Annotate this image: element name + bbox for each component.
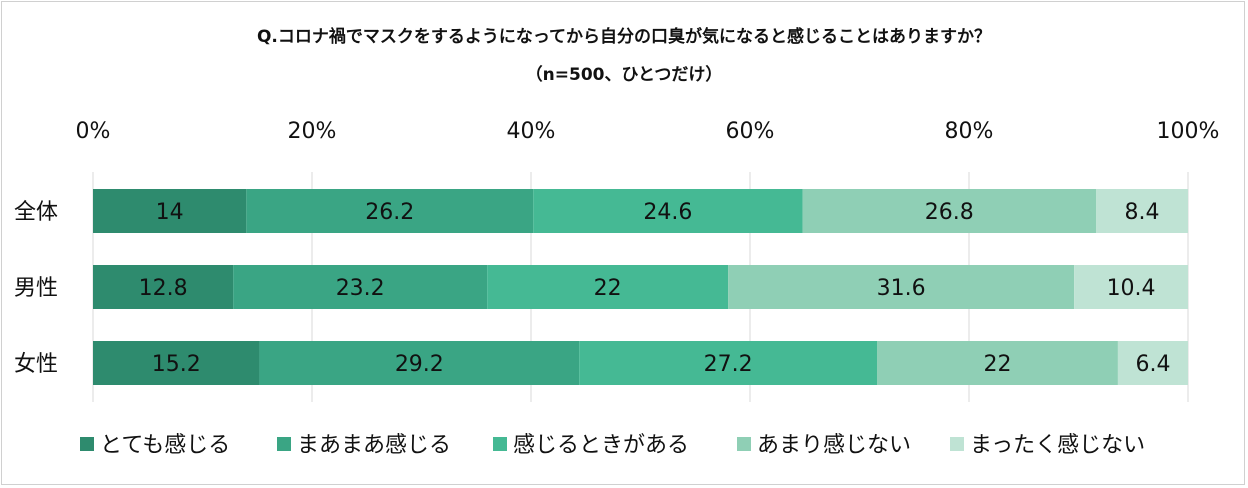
data-label: 15.2 (152, 352, 201, 377)
bar-segment (533, 189, 803, 233)
bars: 14 26.2 24.6 26.8 8.4 12.8 23.2 22 31.6 10.4 15.2 2… (93, 189, 1188, 385)
x-tick-label: 40% (507, 119, 556, 144)
data-label: 6.4 (1135, 352, 1170, 377)
legend-swatch (80, 437, 94, 451)
category-label: 女性 (14, 352, 58, 377)
legend-label: 感じるときがある (513, 433, 689, 458)
legend-swatch (950, 437, 964, 451)
legend-swatch (277, 437, 291, 451)
chart-subtitle: （n=500、ひとつだけ） (526, 64, 723, 85)
category-label: 全体 (14, 200, 58, 225)
x-tick-label: 0% (76, 119, 111, 144)
data-label: 26.8 (925, 200, 974, 225)
legend-label: あまり感じない (757, 433, 911, 458)
data-label: 10.4 (1107, 276, 1156, 301)
x-tick-label: 20% (288, 119, 337, 144)
bar-segment (233, 265, 488, 309)
data-label: 8.4 (1125, 200, 1160, 225)
data-label: 22 (594, 276, 622, 301)
x-axis-ticks: 0% 20% 40% 60% 80% 100% (76, 119, 1220, 144)
bar-segment (728, 265, 1075, 309)
data-label: 23.2 (336, 276, 385, 301)
data-label: 27.2 (704, 352, 753, 377)
bar-segment (877, 341, 1118, 385)
legend-label: まったく感じない (970, 433, 1145, 458)
data-label: 31.6 (877, 276, 926, 301)
legend-swatch (493, 437, 507, 451)
bar-segment (802, 189, 1097, 233)
bar-segment (487, 265, 729, 309)
data-label: 26.2 (365, 200, 414, 225)
data-label: 14 (156, 200, 184, 225)
data-label: 12.8 (139, 276, 188, 301)
legend: とても感じる まあまあ感じる 感じるときがある あまり感じない まったく感じない (80, 433, 1145, 458)
bar-segment (93, 189, 247, 233)
bar-segment (93, 341, 260, 385)
bar-segment (579, 341, 878, 385)
x-tick-label: 60% (726, 119, 775, 144)
bar-segment (93, 265, 234, 309)
data-label: 24.6 (643, 200, 692, 225)
chart-title: Q.コロナ禍でマスクをするようになってから自分の口臭が気になると感じることはあり… (257, 26, 991, 47)
bar-segment (246, 189, 534, 233)
legend-swatch (737, 437, 751, 451)
category-label: 男性 (14, 276, 58, 301)
bar-segment (1117, 341, 1188, 385)
bar-segment (259, 341, 580, 385)
legend-label: とても感じる (100, 433, 230, 458)
data-label: 29.2 (395, 352, 444, 377)
x-tick-label: 80% (945, 119, 994, 144)
x-tick-label: 100% (1157, 119, 1220, 144)
legend-label: まあまあ感じる (297, 433, 451, 458)
bar-segment (1074, 265, 1188, 309)
bar-segment (1096, 189, 1188, 233)
data-label: 22 (983, 352, 1011, 377)
